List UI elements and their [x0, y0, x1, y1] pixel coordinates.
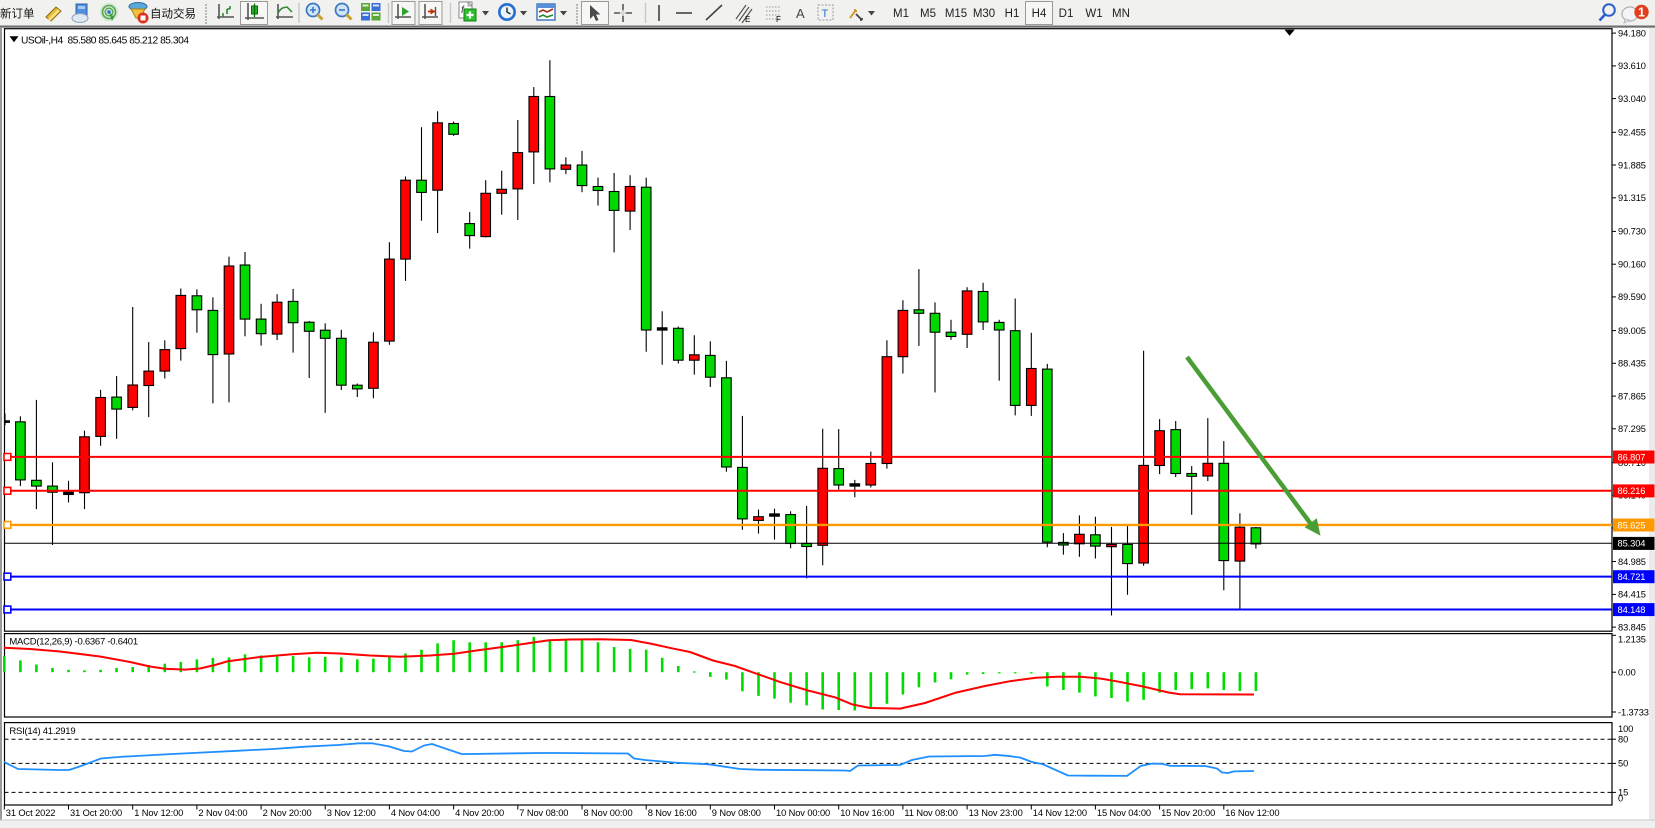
svg-text:84.415: 84.415: [1618, 590, 1646, 600]
svg-text:31 Oct 20:00: 31 Oct 20:00: [70, 808, 122, 818]
svg-text:MN: MN: [1112, 8, 1130, 20]
svg-text:15 Nov 04:00: 15 Nov 04:00: [1097, 808, 1151, 818]
svg-text:88.435: 88.435: [1618, 359, 1646, 369]
svg-text:93.040: 93.040: [1618, 94, 1646, 104]
svg-text:W1: W1: [1085, 8, 1102, 20]
svg-text:31 Oct 2022: 31 Oct 2022: [6, 808, 56, 818]
svg-text:84.721: 84.721: [1618, 572, 1646, 582]
svg-text:86.216: 86.216: [1618, 486, 1646, 496]
svg-text:8 Nov 16:00: 8 Nov 16:00: [648, 808, 697, 818]
svg-text:H4: H4: [1032, 8, 1047, 20]
svg-text:0: 0: [1618, 794, 1623, 804]
svg-text:91.315: 91.315: [1618, 193, 1646, 203]
svg-text:E: E: [745, 15, 750, 24]
svg-text:-1.3733: -1.3733: [1618, 707, 1649, 717]
svg-text:84.985: 84.985: [1618, 557, 1646, 567]
svg-text:3 Nov 12:00: 3 Nov 12:00: [327, 808, 376, 818]
svg-text:86.807: 86.807: [1618, 452, 1646, 462]
svg-text:8 Nov 00:00: 8 Nov 00:00: [584, 808, 633, 818]
svg-text:14 Nov 12:00: 14 Nov 12:00: [1033, 808, 1087, 818]
svg-text:M15: M15: [945, 8, 967, 20]
svg-text:84.148: 84.148: [1618, 605, 1646, 615]
svg-text:f: f: [461, 5, 465, 16]
svg-text:0.00: 0.00: [1618, 668, 1636, 678]
svg-text:89.590: 89.590: [1618, 292, 1646, 302]
svg-text:89.005: 89.005: [1618, 326, 1646, 336]
svg-text:MACD(12,26,9) -0.6367 -0.6401: MACD(12,26,9) -0.6367 -0.6401: [9, 636, 137, 647]
svg-text:自动交易: 自动交易: [150, 7, 196, 21]
svg-text:50: 50: [1618, 759, 1628, 769]
svg-text:7 Nov 08:00: 7 Nov 08:00: [519, 808, 568, 818]
svg-text:1 Nov 12:00: 1 Nov 12:00: [134, 808, 183, 818]
svg-text:RSI(14) 41.2919: RSI(14) 41.2919: [9, 726, 75, 737]
svg-text:93.610: 93.610: [1618, 61, 1646, 71]
svg-text:16 Nov 12:00: 16 Nov 12:00: [1225, 808, 1279, 818]
svg-text:15: 15: [1618, 788, 1628, 798]
svg-text:100: 100: [1618, 724, 1633, 734]
svg-text:2 Nov 04:00: 2 Nov 04:00: [198, 808, 247, 818]
svg-text:USOil-,H4 85.580 85.645 85.21: USOil-,H4 85.580 85.645 85.212 85.304: [21, 36, 189, 47]
svg-text:90.160: 90.160: [1618, 260, 1646, 270]
svg-text:10 Nov 16:00: 10 Nov 16:00: [840, 808, 894, 818]
svg-text:T: T: [822, 8, 829, 20]
svg-text:4 Nov 20:00: 4 Nov 20:00: [455, 808, 504, 818]
svg-text:83.845: 83.845: [1618, 622, 1646, 632]
svg-text:11 Nov 08:00: 11 Nov 08:00: [904, 808, 957, 818]
svg-text:H1: H1: [1005, 8, 1020, 20]
svg-text:9 Nov 08:00: 9 Nov 08:00: [712, 808, 761, 818]
svg-text:94.180: 94.180: [1618, 28, 1646, 38]
svg-text:10 Nov 00:00: 10 Nov 00:00: [776, 808, 830, 818]
svg-text:15 Nov 20:00: 15 Nov 20:00: [1161, 808, 1215, 818]
svg-text:1.2135: 1.2135: [1618, 635, 1646, 645]
svg-text:87.865: 87.865: [1618, 391, 1646, 401]
svg-text:M30: M30: [973, 8, 995, 20]
svg-text:D1: D1: [1059, 8, 1074, 20]
svg-text:2 Nov 20:00: 2 Nov 20:00: [263, 808, 312, 818]
svg-text:M5: M5: [920, 8, 936, 20]
svg-text:85.625: 85.625: [1618, 520, 1646, 530]
svg-text:A: A: [796, 6, 805, 21]
svg-text:92.455: 92.455: [1618, 128, 1646, 138]
svg-text:1: 1: [1638, 5, 1645, 19]
svg-text:85.304: 85.304: [1618, 539, 1646, 549]
svg-text:4 Nov 04:00: 4 Nov 04:00: [391, 808, 440, 818]
svg-text:M1: M1: [893, 8, 909, 20]
svg-text:F: F: [776, 15, 781, 24]
svg-text:80: 80: [1618, 735, 1628, 745]
svg-text:13 Nov 23:00: 13 Nov 23:00: [969, 808, 1023, 818]
svg-text:新订单: 新订单: [0, 7, 35, 21]
svg-text:90.730: 90.730: [1618, 227, 1646, 237]
svg-text:87.295: 87.295: [1618, 424, 1646, 434]
svg-text:91.885: 91.885: [1618, 160, 1646, 170]
